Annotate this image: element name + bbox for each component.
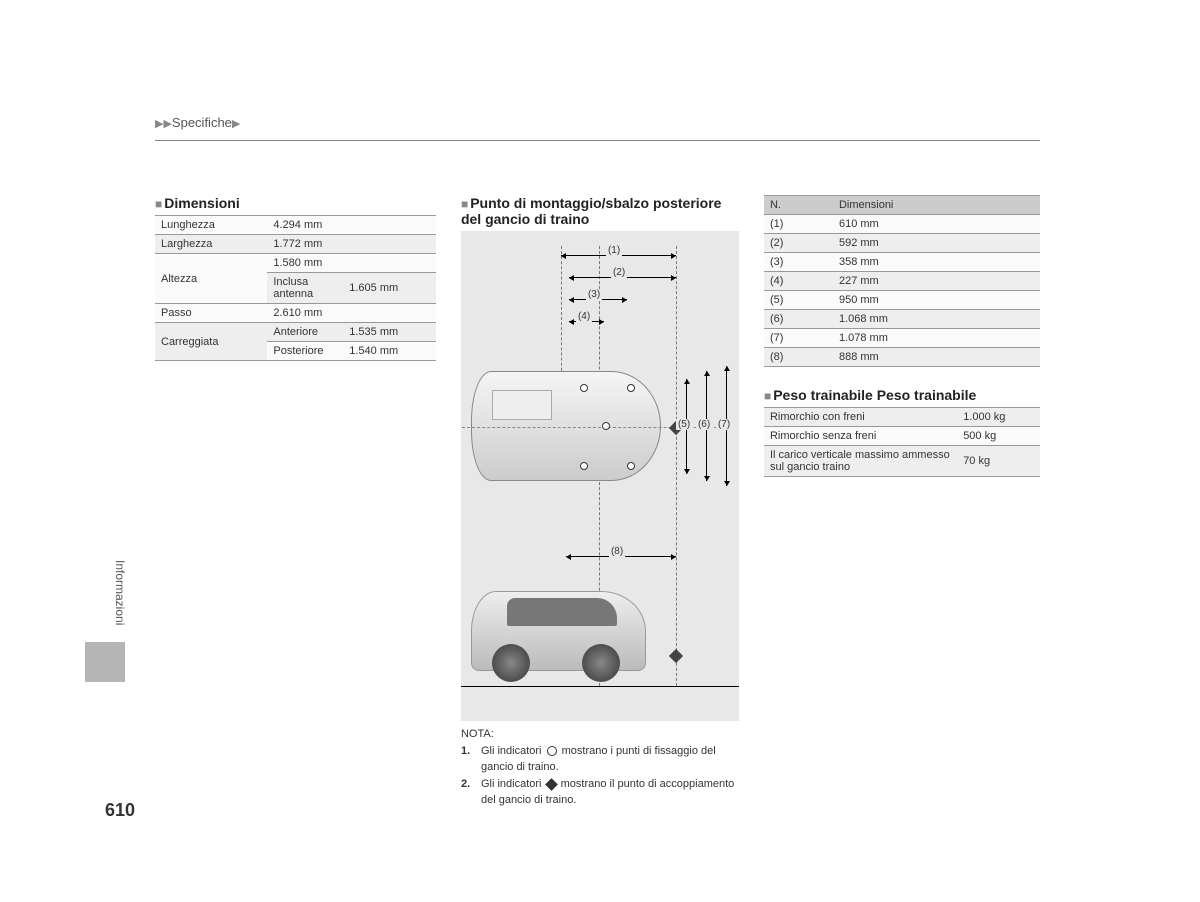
circle-icon [547, 746, 557, 756]
wheel-icon [582, 644, 620, 682]
towing-title: Peso trainabile Peso trainabile [764, 387, 1040, 403]
dim-marker: (4) [576, 311, 592, 322]
guide-line [561, 246, 562, 386]
breadcrumb: ▶▶Specifiche▶ [155, 115, 240, 130]
nota-title: NOTA: [461, 727, 739, 742]
breadcrumb-section: Specifiche [172, 115, 232, 130]
vehicle-side-view [471, 591, 646, 671]
side-window [507, 598, 617, 626]
tow-label: Il carico verticale massimo ammesso sul … [764, 446, 957, 477]
dim-marker: (6) [696, 419, 712, 430]
dims-header-n: N. [764, 196, 833, 215]
mounting-point-icon [580, 462, 588, 470]
ground-line [461, 686, 739, 687]
dim-value: 1.580 mm [267, 254, 436, 273]
dim-value: 2.610 mm [267, 304, 436, 323]
dims-n: (2) [764, 234, 833, 253]
coupling-point-icon [669, 649, 683, 663]
nota-number: 1. [461, 744, 475, 759]
dims-v: 227 mm [833, 272, 1040, 291]
nota-text-a: Gli indicatori [481, 745, 542, 757]
nota-text: Gli indicatori mostrano il punto di acco… [481, 777, 739, 808]
diamond-icon [545, 778, 558, 791]
mounting-point-icon [627, 462, 635, 470]
column-mounting: Punto di montaggio/sbalzo posteriore del… [461, 195, 739, 808]
dims-v: 888 mm [833, 348, 1040, 367]
dim-value: 1.772 mm [267, 235, 436, 254]
wheel-icon [492, 644, 530, 682]
dims-v: 1.068 mm [833, 310, 1040, 329]
dims-n: (5) [764, 291, 833, 310]
sidebar-tab-marker [85, 642, 125, 682]
dim-marker: (8) [609, 546, 625, 557]
dims-n: (7) [764, 329, 833, 348]
dimensions-table: Lunghezza4.294 mm Larghezza1.772 mm Alte… [155, 215, 436, 361]
mounting-point-icon [580, 384, 588, 392]
dim-sublabel: Posteriore [267, 342, 343, 361]
dim-marker: (1) [606, 245, 622, 256]
dim-label: Lunghezza [155, 216, 267, 235]
header-divider [155, 140, 1040, 141]
dim-value: 4.294 mm [267, 216, 436, 235]
dim-marker: (3) [586, 289, 602, 300]
nota-text: Gli indicatori mostrano i punti di fissa… [481, 744, 739, 775]
guide-line [676, 246, 677, 686]
dim-value: 1.605 mm [343, 273, 436, 304]
dim-value: 1.540 mm [343, 342, 436, 361]
tow-value: 1.000 kg [957, 408, 1040, 427]
dims-list-table: N.Dimensioni (1)610 mm (2)592 mm (3)358 … [764, 195, 1040, 367]
mounting-point-icon [627, 384, 635, 392]
tow-value: 500 kg [957, 427, 1040, 446]
dim-marker: (7) [716, 419, 732, 430]
dims-v: 592 mm [833, 234, 1040, 253]
triangle-icon: ▶ [232, 118, 240, 130]
dimensions-title: Dimensioni [155, 195, 436, 211]
dims-n: (1) [764, 215, 833, 234]
tow-value: 70 kg [957, 446, 1040, 477]
column-dims-list: N.Dimensioni (1)610 mm (2)592 mm (3)358 … [764, 195, 1040, 808]
mounting-point-icon [602, 422, 610, 430]
dim-sublabel: Anteriore [267, 323, 343, 342]
dim-marker: (2) [611, 267, 627, 278]
dim-sublabel: Inclusa antenna [267, 273, 343, 304]
dims-header-d: Dimensioni [833, 196, 1040, 215]
triangle-icon: ▶▶ [155, 118, 172, 130]
page-number: 610 [105, 800, 135, 821]
sidebar-section-label: Informazioni [113, 560, 127, 625]
dims-v: 358 mm [833, 253, 1040, 272]
vehicle-top-view [471, 371, 661, 481]
mounting-title: Punto di montaggio/sbalzo posteriore del… [461, 195, 739, 227]
dims-n: (4) [764, 272, 833, 291]
column-dimensions: Dimensioni Lunghezza4.294 mm Larghezza1.… [155, 195, 436, 808]
tow-label: Rimorchio con freni [764, 408, 957, 427]
dims-n: (8) [764, 348, 833, 367]
towing-table: Rimorchio con freni1.000 kg Rimorchio se… [764, 407, 1040, 477]
nota-number: 2. [461, 777, 475, 792]
dim-label: Carreggiata [155, 323, 267, 361]
dims-v: 950 mm [833, 291, 1040, 310]
dims-n: (3) [764, 253, 833, 272]
nota-text-a: Gli indicatori [481, 778, 542, 790]
tow-label: Rimorchio senza freni [764, 427, 957, 446]
dim-label: Altezza [155, 254, 267, 304]
mounting-diagram: (1) (2) (3) (4) (5) (6) [461, 231, 739, 721]
dim-marker: (5) [676, 419, 692, 430]
notes-section: NOTA: 1. Gli indicatori mostrano i punti… [461, 727, 739, 808]
dims-v: 1.078 mm [833, 329, 1040, 348]
dim-label: Passo [155, 304, 267, 323]
dims-v: 610 mm [833, 215, 1040, 234]
dim-value: 1.535 mm [343, 323, 436, 342]
dim-label: Larghezza [155, 235, 267, 254]
sunroof [492, 390, 552, 420]
dims-n: (6) [764, 310, 833, 329]
